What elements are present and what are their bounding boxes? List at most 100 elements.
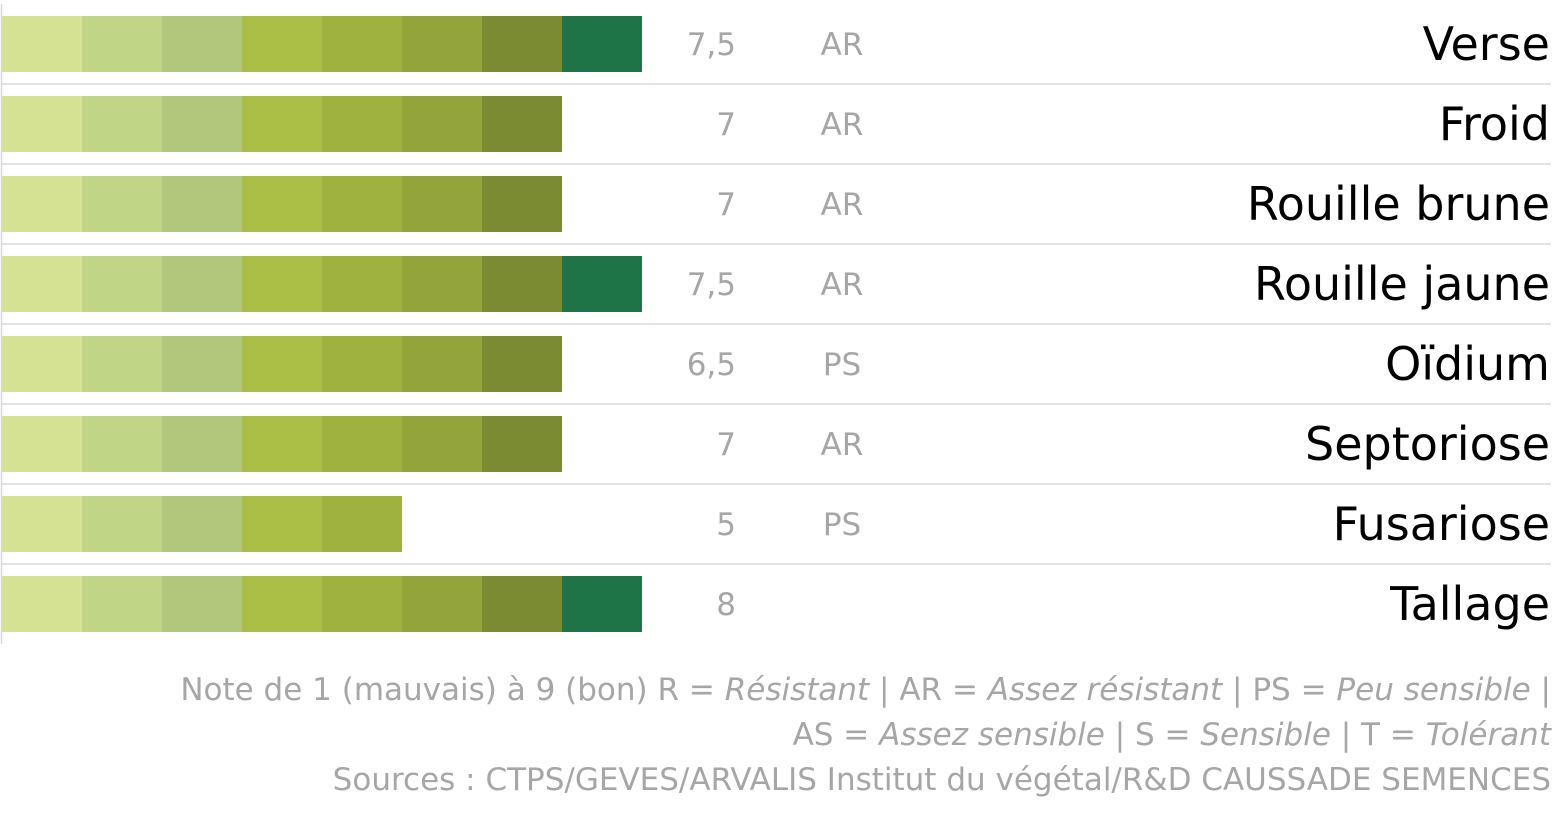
rating-code-label: PS xyxy=(823,507,861,543)
footnote-text: | T = xyxy=(1330,717,1426,753)
bar-segment xyxy=(82,96,162,152)
chart-row: 7 AR Froid xyxy=(2,96,1551,165)
footnote-line-1: Note de 1 (mauvais) à 9 (bon) R = Résist… xyxy=(11,668,1551,713)
category-label: Rouille brune xyxy=(1247,177,1550,231)
footnote-term: Assez sensible xyxy=(879,717,1105,753)
value-label: 7,5 xyxy=(687,27,736,63)
value-label: 7 xyxy=(716,107,736,143)
footnote-text: AS = xyxy=(792,717,880,753)
category-label: Verse xyxy=(1423,17,1550,71)
footnote-text: | xyxy=(1530,672,1551,708)
category-label: Rouille jaune xyxy=(1254,257,1550,311)
footnote-term: Peu sensible xyxy=(1336,672,1531,708)
bar-segment xyxy=(162,576,242,632)
bar-segment xyxy=(242,336,322,392)
chart-row: 7 AR Rouille brune xyxy=(2,176,1551,245)
chart-row: 7 AR Septoriose xyxy=(2,416,1551,485)
bar-segment xyxy=(82,176,162,232)
rating-code-label: AR xyxy=(821,27,864,63)
rating-code-label: AR xyxy=(821,427,864,463)
bar-segment xyxy=(402,16,482,72)
category-label: Oïdium xyxy=(1385,337,1550,391)
bar-segment xyxy=(2,496,82,552)
value-label: 7 xyxy=(716,187,736,223)
bar-segment xyxy=(2,576,82,632)
footnote-sources: Sources : CTPS/GEVES/ARVALIS Institut du… xyxy=(332,762,1551,798)
bar-segment xyxy=(562,16,642,72)
footnote-text: | AR = xyxy=(869,672,988,708)
footnote-term: Résistant xyxy=(724,672,870,708)
rating-code-label: AR xyxy=(821,107,864,143)
bar-segment xyxy=(322,336,402,392)
footnote-text: | PS = xyxy=(1222,672,1337,708)
bar-segment xyxy=(162,496,242,552)
legend-footnote: Note de 1 (mauvais) à 9 (bon) R = Résist… xyxy=(11,668,1551,803)
value-label: 6,5 xyxy=(687,347,736,383)
category-label: Tallage xyxy=(1389,577,1550,631)
bar-segment xyxy=(322,576,402,632)
footnote-term: Sensible xyxy=(1200,717,1331,753)
footnote-line-2: AS = Assez sensible | S = Sensible | T =… xyxy=(11,713,1551,758)
bar-segment xyxy=(322,256,402,312)
value-label: 7,5 xyxy=(687,267,736,303)
value-label: 8 xyxy=(716,587,736,623)
bar-segment xyxy=(402,96,482,152)
bar-segment xyxy=(482,416,562,472)
bar-segment xyxy=(242,256,322,312)
bar-segment xyxy=(2,96,82,152)
bar-segment xyxy=(82,416,162,472)
bar-segment xyxy=(242,496,322,552)
bar-segment xyxy=(242,416,322,472)
rating-code-label: PS xyxy=(823,347,861,383)
value-label: 5 xyxy=(716,507,736,543)
bar-segment xyxy=(402,176,482,232)
bar-segment xyxy=(242,96,322,152)
bar-segment xyxy=(2,336,82,392)
bar-segment xyxy=(402,576,482,632)
bar-segment xyxy=(162,96,242,152)
bar-segment xyxy=(242,176,322,232)
rating-code-label: AR xyxy=(821,187,864,223)
bar-segment xyxy=(402,256,482,312)
footnote-term: Tolérant xyxy=(1425,717,1551,753)
bar-segment xyxy=(162,256,242,312)
bar-segment xyxy=(482,16,562,72)
rating-bar-chart: 7,5 AR Verse 7 AR Froid 7 AR Rouille brune 7,5 AR R… xyxy=(0,4,1551,644)
bar-segment xyxy=(2,256,82,312)
bar-segment xyxy=(242,16,322,72)
chart-row: 7,5 AR Rouille jaune xyxy=(2,256,1551,325)
bar-segment xyxy=(482,336,562,392)
bar-segment xyxy=(322,416,402,472)
bar-segment xyxy=(402,336,482,392)
rating-code-label: AR xyxy=(821,267,864,303)
value-label: 7 xyxy=(716,427,736,463)
bar-segment xyxy=(562,576,642,632)
chart-rows: 7,5 AR Verse 7 AR Froid 7 AR Rouille brune 7,5 AR R… xyxy=(2,16,1551,632)
bar-segment xyxy=(162,416,242,472)
bar-segment xyxy=(402,416,482,472)
bar-segment xyxy=(162,16,242,72)
bar-segment xyxy=(482,96,562,152)
bar-segment xyxy=(82,496,162,552)
category-label: Septoriose xyxy=(1305,417,1550,471)
bar-segment xyxy=(2,416,82,472)
bar-segment xyxy=(562,256,642,312)
footnote-text: | S = xyxy=(1104,717,1201,753)
bar-segment xyxy=(482,176,562,232)
category-label: Froid xyxy=(1439,97,1550,151)
bar-segment xyxy=(162,176,242,232)
bar-segment xyxy=(82,16,162,72)
bar-segment xyxy=(2,176,82,232)
bar-segment xyxy=(322,176,402,232)
category-label: Fusariose xyxy=(1333,497,1550,551)
chart-row: 6,5 PS Oïdium xyxy=(2,336,1551,405)
bar-segment xyxy=(322,96,402,152)
bar-segment xyxy=(162,336,242,392)
bar-segment xyxy=(322,16,402,72)
bar-segment xyxy=(82,336,162,392)
bar-segment xyxy=(82,256,162,312)
bar-segment xyxy=(82,576,162,632)
chart-row: 7,5 AR Verse xyxy=(2,16,1551,85)
bar-segment xyxy=(322,496,402,552)
bar-segment xyxy=(242,576,322,632)
